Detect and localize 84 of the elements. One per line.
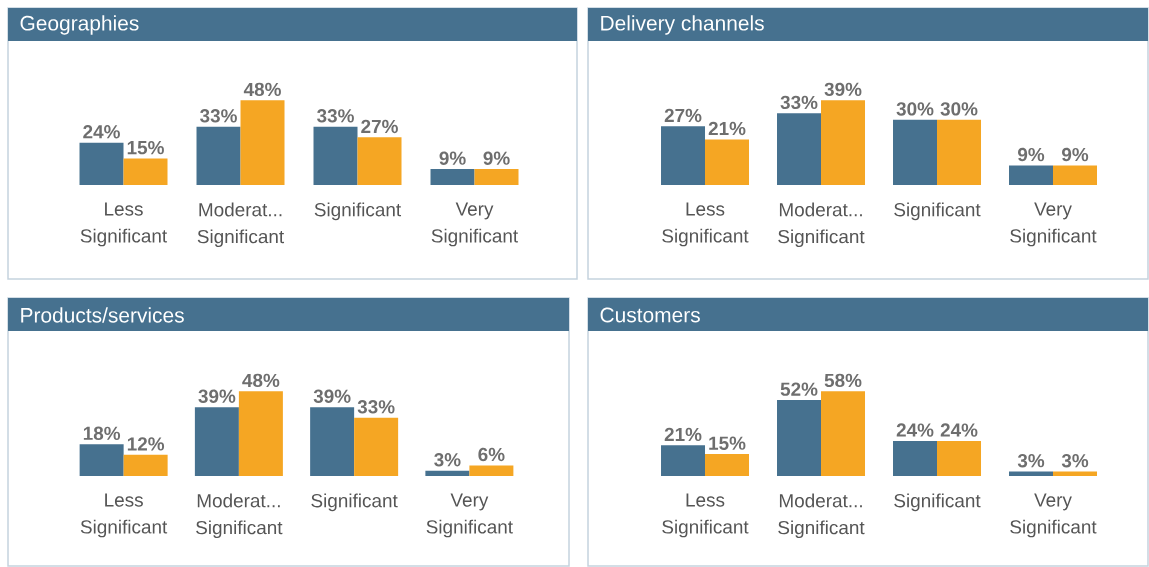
x-tick-label: Very Significant: [1010, 493, 1097, 538]
data-label: 24%: [940, 423, 978, 437]
data-label: 3%: [434, 453, 461, 467]
bar: [777, 400, 822, 476]
bar: [821, 391, 866, 476]
data-label: 3%: [1061, 453, 1089, 468]
data-label: 27%: [361, 119, 398, 134]
bar: [661, 126, 706, 185]
x-tick-label: Significant: [314, 202, 402, 221]
data-label: 21%: [708, 121, 746, 136]
data-label: 52%: [780, 382, 818, 396]
data-label: 30%: [940, 102, 978, 116]
bar: [79, 142, 124, 185]
data-label: 33%: [317, 109, 354, 123]
data-label: 9%: [1061, 147, 1089, 162]
bar: [1053, 471, 1098, 476]
bar: [661, 445, 706, 476]
x-tick-label: Moderat... Significant: [196, 493, 283, 539]
x-tick-label: Significant: [894, 493, 981, 512]
data-label: 33%: [780, 95, 818, 110]
data-label: 39%: [824, 82, 862, 97]
x-tick-label: Less Significant: [80, 202, 168, 247]
x-tick-label: Moderat... Significant: [197, 202, 285, 248]
bar: [123, 454, 168, 476]
x-tick-label: Less Significant: [80, 493, 168, 538]
data-label: 39%: [198, 389, 236, 403]
bar: [705, 454, 750, 476]
bar: [79, 444, 124, 476]
bar: [238, 391, 283, 476]
chart-title: Delivery channels: [601, 15, 764, 35]
chart-title: Customers: [600, 307, 700, 323]
x-tick-label: Moderat... Significant: [778, 202, 865, 248]
bar: [425, 470, 470, 476]
bar: [354, 417, 399, 476]
bar: [474, 169, 519, 185]
x-tick-label: Very Significant: [426, 493, 513, 538]
data-label: 9%: [1017, 147, 1045, 162]
bar: [937, 119, 982, 185]
x-tick-label: Moderat... Significant: [778, 493, 865, 539]
bar: [1009, 471, 1054, 476]
bar: [1053, 165, 1098, 185]
bar: [821, 100, 866, 185]
data-label: 24%: [83, 125, 120, 139]
data-label: 58%: [824, 373, 862, 388]
bar: [313, 126, 358, 185]
x-tick-label: Less Significant: [662, 202, 749, 247]
bar: [777, 113, 822, 185]
data-label: 39%: [313, 389, 351, 403]
x-tick-label: Very Significant: [1010, 202, 1097, 247]
x-tick-label: Significant: [894, 202, 981, 221]
bar: [430, 169, 475, 185]
data-label: 24%: [896, 423, 934, 437]
data-label: 30%: [896, 102, 934, 116]
bar: [123, 158, 168, 185]
bar: [705, 139, 750, 185]
data-label: 33%: [357, 400, 395, 414]
data-label: 9%: [439, 151, 466, 165]
data-label: 15%: [127, 140, 164, 155]
data-label: 33%: [200, 109, 237, 123]
bar: [240, 100, 285, 185]
bar: [893, 440, 938, 476]
x-tick-label: Significant: [311, 493, 398, 512]
bar: [893, 119, 938, 185]
data-label: 15%: [709, 436, 746, 450]
data-label: 18%: [83, 426, 121, 441]
data-label: 6%: [478, 447, 505, 462]
bar: [937, 440, 982, 476]
data-label: 12%: [127, 437, 165, 451]
chart-title: Products/services: [21, 307, 184, 323]
data-label: 3%: [1017, 453, 1045, 468]
data-label: 27%: [664, 108, 702, 123]
bar: [357, 137, 402, 185]
bar: [469, 465, 514, 476]
data-label: 21%: [664, 427, 702, 442]
bar: [310, 407, 355, 476]
bar: [196, 126, 241, 185]
x-tick-label: Very Significant: [431, 202, 519, 247]
data-label: 48%: [242, 373, 280, 388]
chart-title: Geographies: [20, 15, 139, 35]
bar: [194, 407, 239, 476]
data-label: 48%: [243, 82, 281, 97]
bar: [1009, 165, 1054, 185]
x-tick-label: Less Significant: [662, 493, 749, 538]
data-label: 9%: [483, 151, 510, 165]
